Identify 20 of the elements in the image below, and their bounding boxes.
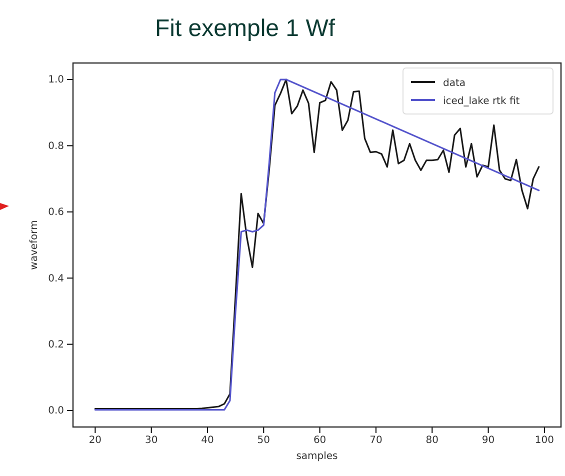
x-tick-label: 50 bbox=[257, 435, 270, 446]
legend-label: iced_lake rtk fit bbox=[443, 96, 520, 107]
x-tick-label: 20 bbox=[88, 435, 102, 446]
chart-title: Fit exemple 1 Wf bbox=[154, 15, 336, 42]
x-axis-title: samples bbox=[296, 451, 338, 462]
y-tick-label: 0.0 bbox=[48, 406, 64, 417]
y-tick-label: 0.8 bbox=[48, 140, 64, 152]
y-tick-label: 0.2 bbox=[48, 339, 64, 350]
x-tick-label: 100 bbox=[534, 435, 554, 446]
legend-label: data bbox=[443, 78, 466, 89]
x-tick-label: 90 bbox=[482, 435, 495, 446]
y-tick-label: 1.0 bbox=[48, 74, 64, 86]
x-tick-label: 70 bbox=[370, 435, 382, 446]
y-tick-label: 0.6 bbox=[48, 207, 64, 218]
x-tick-label: 30 bbox=[144, 435, 158, 446]
x-tick-label: 60 bbox=[313, 435, 326, 446]
x-tick-label: 40 bbox=[201, 435, 214, 446]
y-axis-title: waveform bbox=[29, 220, 40, 270]
y-tick-label: 0.4 bbox=[48, 273, 64, 284]
x-tick-label: 80 bbox=[426, 435, 438, 446]
